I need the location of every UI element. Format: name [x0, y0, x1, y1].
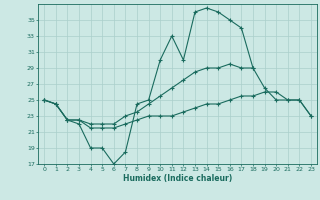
X-axis label: Humidex (Indice chaleur): Humidex (Indice chaleur) — [123, 174, 232, 183]
